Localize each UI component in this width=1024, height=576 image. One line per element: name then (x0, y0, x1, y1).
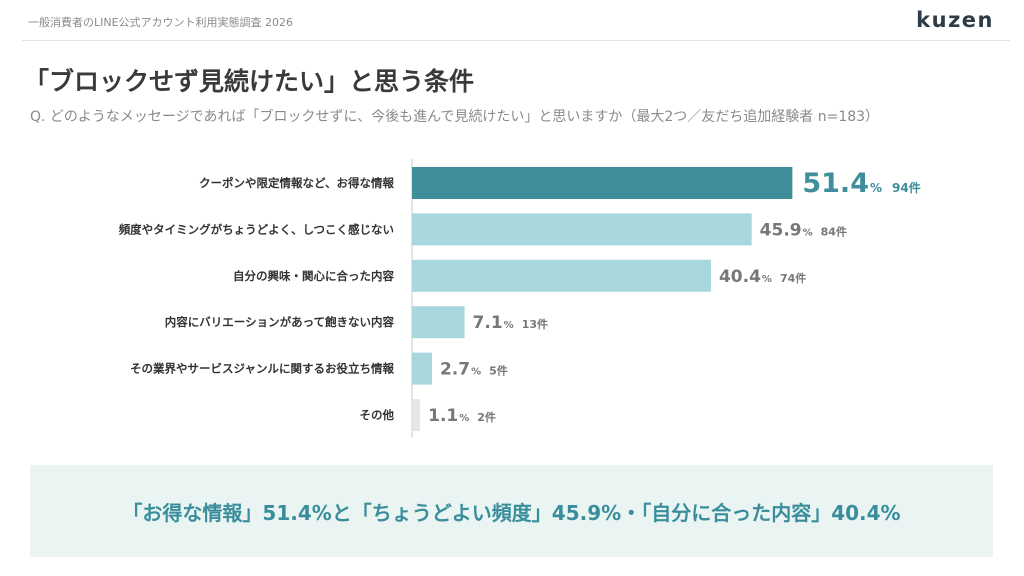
data-label: 51.4% 94件 (802, 168, 920, 199)
bar (412, 259, 711, 292)
value-number: 45.9 (760, 220, 802, 240)
data-label: 2.7% 5件 (440, 360, 508, 380)
count-label: 13件 (522, 317, 548, 331)
value-number: 1.1 (428, 406, 458, 426)
count-label: 5件 (489, 364, 508, 378)
value-number: 51.4 (802, 168, 869, 199)
brand-logo: kuzen (916, 8, 994, 32)
value-unit: % (762, 274, 772, 285)
count-label: 84件 (821, 224, 847, 238)
value-number: 2.7 (440, 360, 470, 380)
data-label: 40.4% 74件 (719, 267, 806, 287)
category-label: クーポンや限定情報など、お得な情報 (199, 176, 394, 190)
page-title: 「ブロックせず見続けたい」と思う条件 (24, 67, 475, 96)
category-label: その業界やサービスジャンルに関するお役立ち情報 (130, 362, 394, 376)
count-label: 94件 (892, 180, 921, 195)
data-label: 1.1% 2件 (428, 406, 496, 426)
value-unit: % (504, 320, 514, 331)
category-label: その他 (360, 408, 395, 422)
bar (412, 399, 421, 431)
survey-title: 一般消費者のLINE公式アカウント利用実態調査 2026 (28, 16, 294, 29)
survey-question: Q. どのようなメッセージであれば「ブロックせずに、今後も進んで見続けたい」と思… (30, 109, 880, 125)
category-label: 内容にバリエーションがあって飽きない内容 (165, 315, 395, 329)
bar (412, 352, 432, 385)
bar (412, 306, 465, 339)
bar (412, 167, 793, 199)
value-number: 40.4 (719, 267, 761, 287)
value-unit: % (870, 181, 882, 195)
category-label: 頻度やタイミングがちょうどよく、しつこく感じない (119, 222, 394, 236)
value-unit: % (471, 367, 481, 378)
count-label: 74件 (780, 271, 806, 285)
data-label: 7.1% 13件 (473, 313, 548, 333)
header-divider (22, 40, 1010, 41)
summary-box: 「お得な情報」51.4%と「ちょうどよい頻度」45.9%・「自分に合った内容」4… (30, 465, 993, 557)
value-unit: % (459, 413, 469, 424)
category-label: 自分の興味・関心に合った内容 (233, 269, 394, 283)
summary-text: 「お得な情報」51.4%と「ちょうどよい頻度」45.9%・「自分に合った内容」4… (122, 500, 901, 525)
bar (412, 213, 752, 246)
bar-chart: クーポンや限定情報など、お得な情報 51.4% 94件頻度やタイミングがちょうどよく… (119, 159, 921, 438)
value-unit: % (803, 227, 813, 238)
data-label: 45.9% 84件 (760, 220, 847, 240)
count-label: 2件 (477, 410, 496, 424)
value-number: 7.1 (473, 313, 503, 333)
